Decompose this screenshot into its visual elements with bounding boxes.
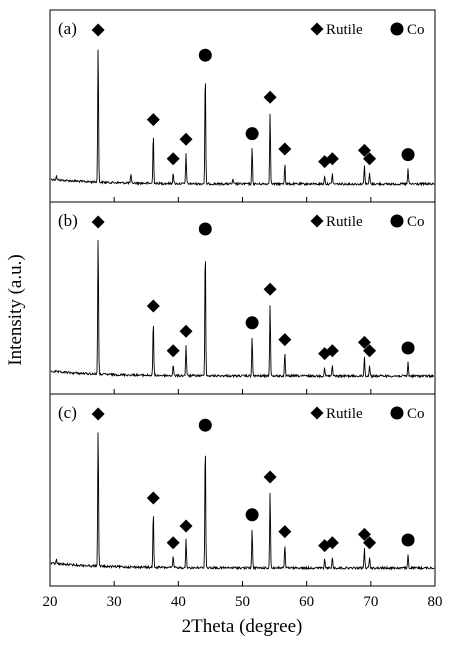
- legend-rutile-label: Rutile: [326, 406, 363, 422]
- rutile-marker: [91, 23, 105, 37]
- rutile-marker: [278, 525, 292, 539]
- xrd-trace: [50, 49, 435, 187]
- rutile-marker: [263, 282, 277, 296]
- co-marker: [401, 148, 415, 162]
- panel-label: (b): [58, 211, 78, 230]
- rutile-marker: [263, 90, 277, 104]
- xrd-trace: [50, 432, 435, 571]
- y-axis-label: Intensity (a.u.): [5, 254, 26, 365]
- legend-rutile-label: Rutile: [326, 214, 363, 230]
- rutile-marker: [263, 470, 277, 484]
- panel-frame: [49, 9, 436, 203]
- rutile-marker: [325, 536, 339, 550]
- co-marker: [401, 533, 415, 547]
- x-tick-label: 60: [299, 594, 314, 610]
- xrd-trace: [50, 240, 435, 379]
- x-tick-label: 70: [363, 594, 378, 610]
- rutile-marker: [278, 142, 292, 156]
- legend-rutile-icon: [310, 214, 324, 228]
- rutile-marker: [146, 113, 160, 127]
- rutile-marker: [325, 344, 339, 358]
- co-marker: [198, 418, 212, 432]
- legend-co-label: Co: [407, 214, 425, 230]
- panel-label: (c): [58, 403, 77, 422]
- rutile-marker: [179, 132, 193, 146]
- x-tick-label: 30: [107, 594, 122, 610]
- legend: Rutile Co: [310, 22, 425, 38]
- co-marker: [198, 48, 212, 62]
- rutile-marker: [166, 152, 180, 166]
- legend-co-icon: [390, 22, 404, 36]
- rutile-marker: [146, 299, 160, 313]
- x-tick-label: 40: [171, 594, 186, 610]
- legend-rutile-icon: [310, 406, 324, 420]
- panel-frame: [49, 201, 436, 395]
- legend-co-icon: [390, 214, 404, 228]
- rutile-marker: [363, 152, 377, 166]
- rutile-marker: [91, 407, 105, 421]
- rutile-marker: [166, 344, 180, 358]
- rutile-marker: [363, 536, 377, 550]
- legend-rutile-label: Rutile: [326, 22, 363, 38]
- co-marker: [198, 222, 212, 236]
- panel-frame: [49, 393, 436, 587]
- rutile-marker: [278, 333, 292, 347]
- co-marker: [245, 127, 259, 141]
- panel-3: (c) Rutile Co: [49, 393, 436, 587]
- legend-co-icon: [390, 406, 404, 420]
- legend-co-label: Co: [407, 406, 425, 422]
- legend-co-label: Co: [407, 22, 425, 38]
- rutile-marker: [146, 491, 160, 505]
- co-marker: [245, 508, 259, 522]
- co-marker: [401, 341, 415, 355]
- panel-2: (b) Rutile Co: [49, 201, 436, 395]
- rutile-marker: [325, 152, 339, 166]
- rutile-marker: [357, 143, 371, 157]
- rutile-marker: [357, 527, 371, 541]
- panel-label: (a): [58, 19, 77, 38]
- rutile-marker: [91, 215, 105, 229]
- panel-1: (a) Rutile Co: [49, 9, 436, 203]
- panels: (a) Rutile Co (b) Rutile Co (c) Rutile Co: [49, 9, 436, 587]
- legend: Rutile Co: [310, 406, 425, 422]
- legend: Rutile Co: [310, 214, 425, 230]
- legend-rutile-icon: [310, 22, 324, 36]
- rutile-marker: [179, 324, 193, 338]
- x-tick-label: 80: [428, 594, 443, 610]
- rutile-marker: [166, 536, 180, 550]
- x-axis-label: 2Theta (degree): [182, 616, 303, 637]
- x-tick-label: 20: [43, 594, 58, 610]
- rutile-marker: [179, 519, 193, 533]
- co-marker: [245, 316, 259, 330]
- x-axis: 20 30 40 50 60 70 80: [43, 594, 443, 610]
- x-tick-label: 50: [235, 594, 250, 610]
- rutile-marker: [363, 344, 377, 358]
- rutile-marker: [357, 335, 371, 349]
